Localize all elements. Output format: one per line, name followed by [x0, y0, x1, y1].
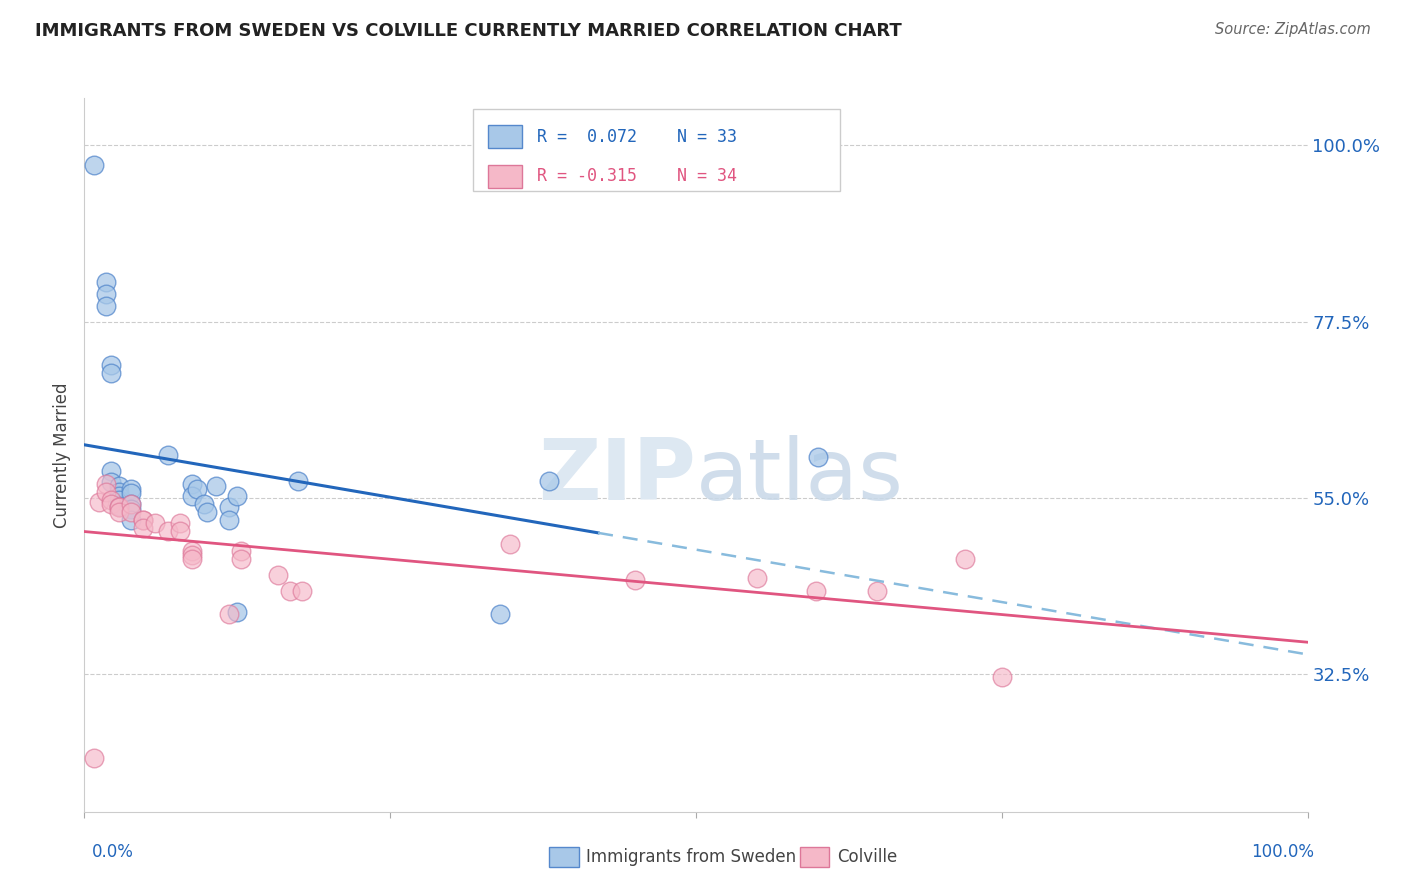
Point — [991, 670, 1014, 684]
FancyBboxPatch shape — [800, 847, 830, 867]
Point — [218, 607, 240, 621]
Text: R = -0.315    N = 34: R = -0.315 N = 34 — [537, 167, 737, 186]
Point — [195, 505, 218, 519]
Point — [287, 474, 309, 488]
Point — [100, 464, 122, 478]
Point — [107, 490, 129, 504]
Point — [107, 500, 129, 515]
Point — [143, 516, 166, 530]
Point — [120, 497, 142, 511]
Point — [538, 474, 561, 488]
Text: IMMIGRANTS FROM SWEDEN VS COLVILLE CURRENTLY MARRIED CORRELATION CHART: IMMIGRANTS FROM SWEDEN VS COLVILLE CURRE… — [35, 22, 901, 40]
Point — [132, 513, 155, 527]
Point — [181, 490, 204, 504]
Point — [96, 299, 118, 313]
Point — [83, 751, 105, 765]
Point — [186, 482, 208, 496]
Point — [107, 500, 129, 515]
Text: ZIP: ZIP — [538, 434, 696, 518]
Point — [156, 448, 179, 462]
Point — [120, 482, 142, 496]
Point — [132, 513, 155, 527]
Text: Source: ZipAtlas.com: Source: ZipAtlas.com — [1215, 22, 1371, 37]
Point — [96, 484, 118, 499]
Point — [229, 552, 252, 566]
Point — [278, 583, 301, 598]
Point — [169, 524, 191, 538]
Point — [181, 552, 204, 566]
Point — [181, 477, 204, 491]
Point — [193, 497, 215, 511]
Point — [169, 516, 191, 530]
Point — [229, 544, 252, 558]
FancyBboxPatch shape — [474, 109, 841, 191]
Point — [107, 479, 129, 493]
FancyBboxPatch shape — [550, 847, 578, 867]
Point — [218, 500, 240, 515]
Point — [120, 497, 142, 511]
Point — [83, 158, 105, 172]
Point — [181, 548, 204, 562]
FancyBboxPatch shape — [488, 125, 522, 148]
FancyBboxPatch shape — [488, 165, 522, 187]
Point — [107, 499, 129, 513]
Point — [87, 495, 110, 509]
Point — [107, 493, 129, 508]
Point — [107, 505, 129, 519]
Point — [804, 583, 827, 598]
Point — [226, 605, 249, 619]
Point — [266, 568, 288, 582]
Point — [120, 502, 142, 516]
Point — [499, 536, 522, 550]
Point — [100, 492, 122, 507]
Point — [96, 287, 118, 301]
Point — [624, 574, 647, 588]
Text: Immigrants from Sweden: Immigrants from Sweden — [586, 847, 796, 865]
Text: 0.0%: 0.0% — [91, 843, 134, 861]
Point — [96, 477, 118, 491]
Point — [181, 544, 204, 558]
Y-axis label: Currently Married: Currently Married — [53, 382, 72, 528]
Point — [953, 552, 976, 566]
Point — [747, 571, 769, 585]
Point — [132, 521, 155, 535]
Point — [120, 486, 142, 500]
Text: R =  0.072    N = 33: R = 0.072 N = 33 — [537, 128, 737, 145]
Point — [96, 276, 118, 290]
Point — [107, 484, 129, 499]
Text: 100.0%: 100.0% — [1251, 843, 1315, 861]
Text: atlas: atlas — [696, 434, 904, 518]
Point — [156, 524, 179, 538]
Text: Colville: Colville — [837, 847, 897, 865]
Point — [120, 505, 142, 519]
Point — [807, 450, 830, 465]
Point — [205, 479, 228, 493]
Point — [226, 490, 249, 504]
Point — [291, 583, 314, 598]
Point — [100, 358, 122, 372]
Point — [218, 513, 240, 527]
Point — [100, 497, 122, 511]
Point — [866, 583, 889, 598]
Point — [489, 607, 512, 621]
Point — [100, 475, 122, 490]
Point — [120, 513, 142, 527]
Point — [100, 366, 122, 380]
